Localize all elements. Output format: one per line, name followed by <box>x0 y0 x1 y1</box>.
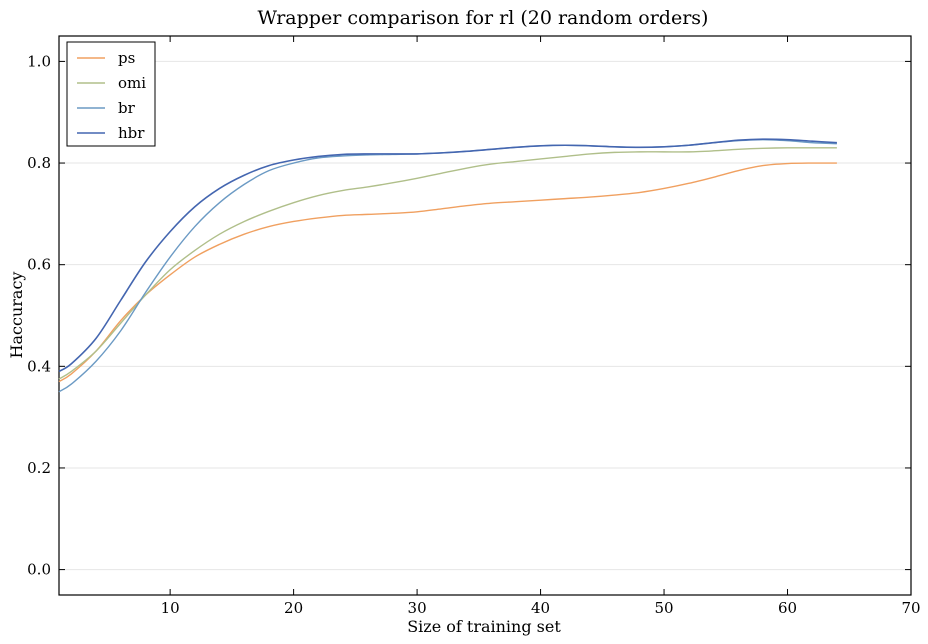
legend-label-hbr: hbr <box>118 124 145 142</box>
x-tick-label: 50 <box>654 599 673 617</box>
axis-ticks: 0.0 0.2 0.4 0.6 0.8 1.0 10 20 30 40 50 60 70 <box>27 36 921 617</box>
y-tick-label: 0.4 <box>27 357 51 375</box>
legend-label-br: br <box>118 99 136 117</box>
plot-area <box>58 35 912 596</box>
legend-box <box>66 41 156 147</box>
x-axis-label: Size of training set <box>407 617 561 636</box>
x-tick-label: 40 <box>531 599 550 617</box>
y-tick-label: 0.0 <box>27 561 51 579</box>
x-tick-label: 30 <box>408 599 427 617</box>
legend-label-omi: omi <box>118 74 146 92</box>
y-axis-label: Haccuracy <box>7 272 26 359</box>
series-line-hbr <box>58 138 837 373</box>
x-tick-label: 70 <box>901 599 920 617</box>
y-tick-label: 0.8 <box>27 154 51 172</box>
y-tick-label: 0.6 <box>27 256 51 274</box>
series-lines <box>58 138 837 393</box>
series-line-ps <box>58 162 837 383</box>
legend: ps omi br hbr <box>66 41 156 147</box>
chart-title: Wrapper comparison for rl (20 random ord… <box>258 7 709 29</box>
series-line-omi <box>58 147 837 380</box>
x-tick-label: 10 <box>161 599 180 617</box>
y-tick-label: 0.2 <box>27 459 51 477</box>
grid-lines <box>59 60 911 571</box>
x-tick-label: 60 <box>778 599 797 617</box>
x-tick-label: 20 <box>284 599 303 617</box>
y-tick-label: 1.0 <box>27 52 51 70</box>
legend-label-ps: ps <box>118 49 135 67</box>
